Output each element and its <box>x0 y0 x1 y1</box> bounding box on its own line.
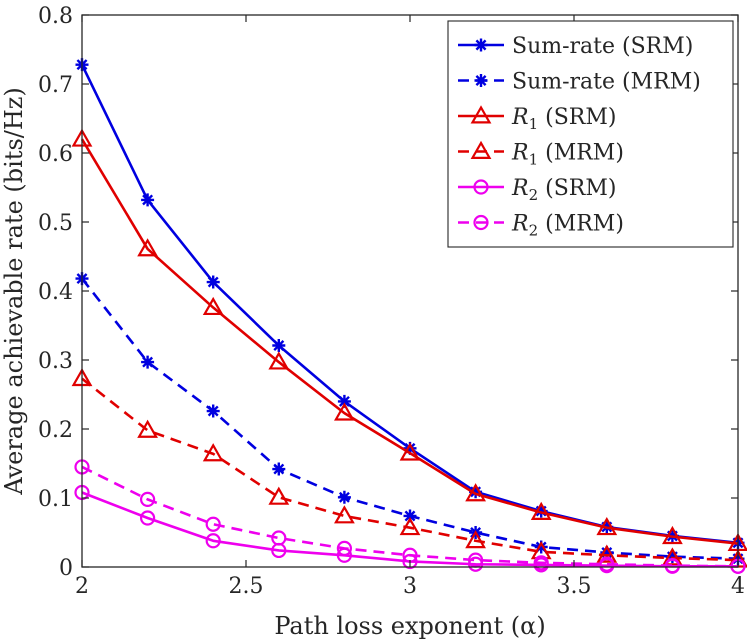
legend-entry-2: Sum-rate (MRM) <box>458 70 701 95</box>
data-point <box>141 193 155 207</box>
series-4 <box>71 367 747 568</box>
data-point <box>202 443 224 462</box>
x-tick-label: 3 <box>403 574 417 599</box>
y-tick-label: 0.1 <box>38 487 73 512</box>
x-tick-label: 3.5 <box>557 574 592 599</box>
data-point <box>596 516 618 536</box>
data-point <box>403 441 417 455</box>
legend-label: R1 (SRM) <box>511 105 616 133</box>
y-tick-label: 0.6 <box>38 142 73 167</box>
y-tick-label: 0 <box>59 556 73 581</box>
data-point <box>403 509 417 523</box>
legend-label: Sum-rate (MRM) <box>512 70 701 95</box>
data-point <box>268 351 290 370</box>
x-tick-label: 2.5 <box>229 574 264 599</box>
series-5 <box>74 484 746 574</box>
data-point <box>271 530 287 546</box>
series-6 <box>74 459 746 574</box>
legend-marker <box>473 214 489 231</box>
data-point <box>202 296 224 316</box>
data-point <box>662 547 683 566</box>
data-point <box>468 556 484 572</box>
data-point <box>662 525 683 545</box>
legend-marker <box>470 105 492 124</box>
data-point <box>206 275 220 289</box>
series-3 <box>71 128 747 552</box>
data-point <box>334 505 355 524</box>
data-point <box>336 540 352 556</box>
data-point <box>272 462 286 476</box>
data-point <box>399 516 421 536</box>
plot-area <box>71 58 747 574</box>
data-point <box>272 339 286 353</box>
data-point <box>141 355 155 369</box>
series-line <box>81 377 739 562</box>
x-tick-label: 2 <box>75 574 89 599</box>
y-tick-label: 0.4 <box>38 280 73 305</box>
y-tick-label: 0.3 <box>38 349 73 374</box>
data-point <box>665 550 679 564</box>
y-axis-label: Average achievable rate (bits/Hz) <box>0 87 28 496</box>
data-point <box>337 490 351 504</box>
data-point <box>534 540 548 554</box>
legend-entry-4: R1 (MRM) <box>458 141 624 169</box>
data-point <box>534 504 548 518</box>
legend-label: R2 (SRM) <box>511 176 616 204</box>
x-tick-label: 4 <box>731 574 745 599</box>
y-tick-label: 0.8 <box>38 4 73 29</box>
legend: Sum-rate (SRM) Sum-rate (MRM) R1 (SRM) R1 (… <box>447 20 734 248</box>
data-point <box>205 533 221 549</box>
legend-box <box>447 20 734 248</box>
data-point <box>140 491 156 507</box>
data-point <box>465 530 486 549</box>
data-point <box>664 558 681 574</box>
axes: 2 2.5 3 3.5 4 0 0.1 0.2 0.3 0.4 0.5 0.6 0.7 0.8 <box>38 4 745 599</box>
data-point <box>469 485 483 499</box>
data-point <box>530 501 552 520</box>
y-tick-label: 0.5 <box>38 211 73 236</box>
y-tick-label: 0.7 <box>38 73 73 98</box>
data-point <box>206 404 220 418</box>
legend-label: Sum-rate (SRM) <box>512 34 693 59</box>
legend-entry-5: R2 (SRM) <box>458 176 616 204</box>
data-point <box>334 402 355 421</box>
data-point <box>137 419 158 438</box>
legend-label: R2 (MRM) <box>511 212 624 240</box>
series-line <box>80 138 739 545</box>
legend-entry-3: R1 (SRM) <box>458 105 616 133</box>
data-point <box>268 486 290 505</box>
legend-marker <box>474 38 488 52</box>
data-point <box>600 546 614 560</box>
legend-marker <box>473 179 489 195</box>
y-tick-label: 0.2 <box>38 418 73 443</box>
x-axis-label: Path loss exponent (α) <box>274 612 545 640</box>
data-point <box>137 238 158 257</box>
legend-label: R1 (MRM) <box>511 141 624 169</box>
data-point <box>596 544 618 563</box>
legend-entry-6: R2 (MRM) <box>458 212 624 240</box>
legend-marker <box>470 140 492 159</box>
data-point <box>140 510 156 526</box>
legend-marker <box>474 74 488 87</box>
data-point <box>533 555 549 571</box>
series-line <box>81 465 739 568</box>
data-point <box>205 516 221 532</box>
data-point <box>465 483 486 502</box>
data-point <box>337 394 351 408</box>
legend-entry-1: Sum-rate (SRM) <box>458 34 693 59</box>
data-point <box>399 442 421 461</box>
data-point <box>599 556 615 572</box>
